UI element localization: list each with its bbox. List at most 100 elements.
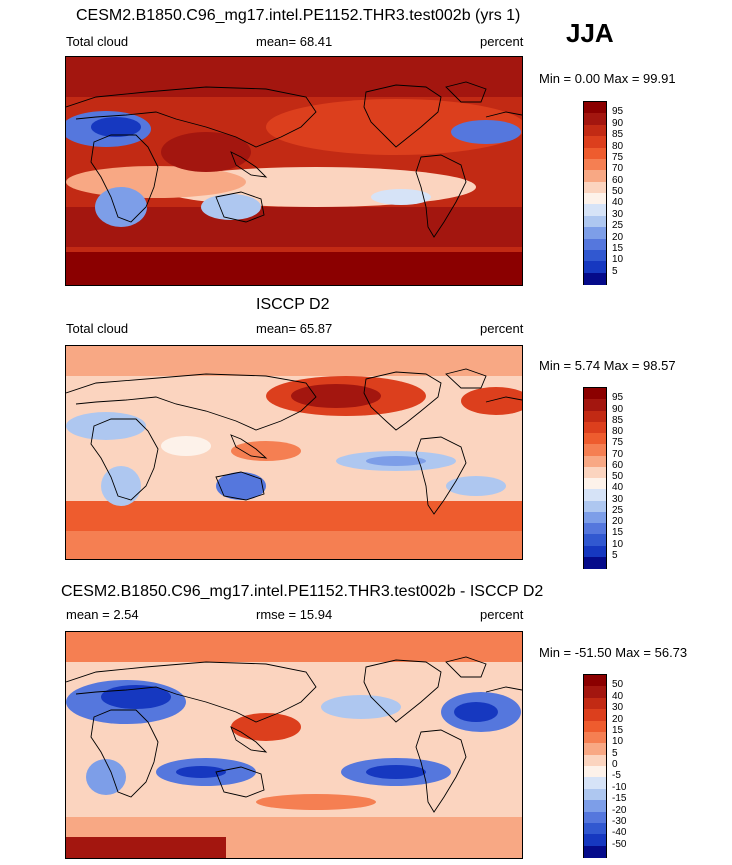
colorbar-segment [584,534,606,547]
panel-1-minmax-label: Min = 0.00 Max = 99.91 [539,71,676,86]
panel-1-units-label: percent [480,34,524,49]
colorbar-segment [584,466,606,479]
colorbar-segment [584,388,606,400]
colorbar-segment [584,249,606,262]
colorbar-tick-label: 85 [612,129,624,141]
colorbar-tick-label: -15 [612,793,627,805]
colorbar-tick-label: 75 [612,437,624,449]
season-label: JJA [566,18,614,48]
colorbar-tick-label: -5 [612,770,621,782]
panel-2-colorbar [583,387,607,569]
colorbar-segment [584,556,606,569]
colorbar-tick-label: 30 [612,702,624,714]
panel-2-title: ISCCP D2 [256,296,330,313]
colorbar-segment [584,743,606,756]
colorbar-tick-label: -20 [612,804,627,816]
colorbar-segment [584,845,606,858]
colorbar-tick-label: 70 [612,163,624,175]
colorbar-segment [584,136,606,149]
panel-3-minmax-label: Min = -51.50 Max = 56.73 [539,645,688,660]
colorbar-tick-label: 25 [612,220,624,232]
panel-3-mean-label: mean = 2.54 [66,607,139,622]
panel-3-units-label: percent [480,607,524,622]
colorbar-segment [584,170,606,183]
colorbar-tick-label: 75 [612,151,624,163]
colorbar-segment [584,455,606,468]
panel-1-variable-label: Total cloud [66,34,129,49]
colorbar-segment [584,822,606,835]
panel-1-title: CESM2.B1850.C96_mg17.intel.PE1152.THR3.t… [76,7,521,24]
colorbar-tick-label: 30 [612,493,624,505]
panel-1-colorbar [583,101,607,285]
colorbar-segment [584,697,606,710]
colorbar-tick-label: -30 [612,815,627,827]
colorbar-segment [584,227,606,240]
colorbar-segment [584,204,606,217]
colorbar-tick-label: -10 [612,781,627,793]
panel-2-variable-label: Total cloud [66,321,129,336]
panel-3-field [66,632,522,858]
panel-3-colorbar [583,674,607,858]
panel-2-colorbar-ticks: 95 90 85 80 75 70 60 50 40 30 25 20 15 10 5 [612,387,652,567]
colorbar-tick-label: 80 [612,426,624,437]
colorbar-tick-label: -40 [612,827,627,839]
colorbar-tick-label: 15 [612,242,624,254]
panel-3-colorbar-ticks: 50 40 30 20 15 10 5 0 -5 -10 -15 -20 -30 -40 -50 [612,674,652,856]
panel-2-minmax-label: Min = 5.74 Max = 98.57 [539,358,676,373]
colorbar-tick-label: 5 [612,549,618,561]
colorbar-tick-label: 10 [612,254,624,266]
colorbar-segment [584,399,606,412]
colorbar-tick-label: 20 [612,713,624,725]
colorbar-segment [584,181,606,194]
panel-3-title: CESM2.B1850.C96_mg17.intel.PE1152.THR3.t… [61,583,544,600]
colorbar-tick-label: 50 [612,679,624,691]
panel-1-colorbar-ticks: 95 90 85 80 75 70 60 50 40 30 25 20 15 10 5 [612,101,652,283]
panel-3-rmse-label: rmse = 15.94 [256,607,333,622]
colorbar-segment [584,410,606,423]
colorbar-segment [584,754,606,767]
colorbar-tick-label: 70 [612,448,624,460]
colorbar-tick-label: 50 [612,471,624,482]
colorbar-segment [584,444,606,457]
colorbar-segment [584,545,606,558]
colorbar-segment [584,800,606,813]
colorbar-segment [584,102,606,114]
colorbar-tick-label: 50 [612,186,624,197]
colorbar-tick-label: 40 [612,690,624,702]
colorbar-segment [584,523,606,535]
colorbar-segment [584,720,606,733]
colorbar-tick-label: 25 [612,504,624,516]
colorbar-segment [584,811,606,824]
colorbar-segment [584,193,606,205]
colorbar-segment [584,124,606,137]
colorbar-tick-label: 20 [612,231,624,243]
panel-2-field [66,346,522,559]
colorbar-segment [584,261,606,274]
colorbar-segment [584,834,606,847]
colorbar-tick-label: 60 [612,459,624,471]
colorbar-tick-label: 80 [612,140,624,152]
colorbar-tick-label: -50 [612,838,627,850]
colorbar-segment [584,272,606,285]
colorbar-segment [584,777,606,790]
panel-2-map [65,345,523,560]
colorbar-tick-label: 95 [612,106,624,118]
panel-3-map [65,631,523,859]
colorbar-segment [584,731,606,744]
colorbar-tick-label: 10 [612,736,624,748]
colorbar-tick-label: 5 [612,265,618,277]
panel-1-field [66,57,522,285]
panel-1-mean-label: mean= 68.41 [256,34,333,49]
panel-2-units-label: percent [480,321,524,336]
colorbar-segment [584,686,606,699]
colorbar-tick-label: 5 [612,747,618,759]
colorbar-segment [584,500,606,513]
colorbar-segment [584,788,606,801]
panel-1-map [65,56,523,286]
colorbar-segment [584,238,606,251]
colorbar-segment [584,158,606,171]
colorbar-tick-label: 40 [612,197,624,209]
colorbar-tick-label: 90 [612,403,624,415]
colorbar-tick-label: 30 [612,208,624,220]
panel-2-mean-label: mean= 65.87 [256,321,333,336]
